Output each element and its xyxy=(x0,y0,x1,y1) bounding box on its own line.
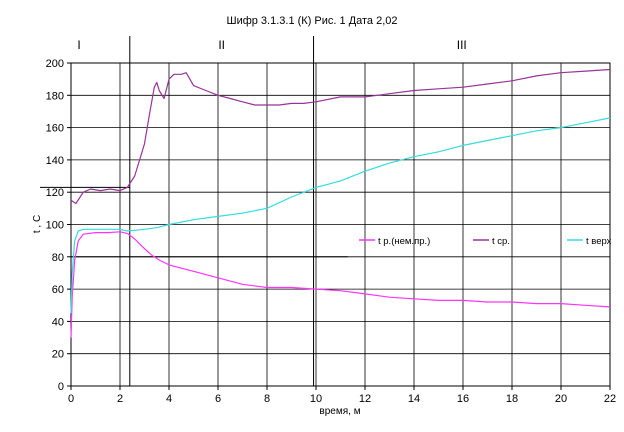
x-tick-label: 8 xyxy=(264,393,270,405)
legend-label: t р.(нем.пр.) xyxy=(378,236,430,247)
legend-label: t ср. xyxy=(492,236,510,247)
grid-lines xyxy=(71,63,610,386)
y-tick-label: 140 xyxy=(46,155,64,167)
y-tick-label: 160 xyxy=(46,123,64,135)
chart-title: Шифр 3.1.3.1 (К) Рис. 1 Дата 2,02 xyxy=(226,15,397,27)
reference-lines xyxy=(40,186,348,258)
zone-markers: I II III xyxy=(77,36,467,386)
zone-label: II xyxy=(218,38,225,52)
y-tick-label: 80 xyxy=(52,252,64,264)
zone-label: III xyxy=(457,38,467,52)
series-group xyxy=(70,68,611,338)
y-tick-label: 120 xyxy=(46,187,64,199)
y-tick-label: 60 xyxy=(52,284,64,296)
y-axis-ticks: 0 20 40 60 80 100 120 140 160 180 200 xyxy=(46,58,71,393)
y-tick-label: 180 xyxy=(46,90,64,102)
legend-label: t верх xyxy=(586,236,612,247)
x-tick-label: 4 xyxy=(166,393,172,405)
x-tick-label: 16 xyxy=(457,393,469,405)
x-tick-label: 18 xyxy=(506,393,518,405)
x-tick-label: 6 xyxy=(215,393,221,405)
series-line-0 xyxy=(70,231,611,338)
x-tick-label: 2 xyxy=(117,393,123,405)
y-axis-label: t , C xyxy=(32,215,43,233)
x-tick-label: 14 xyxy=(408,393,420,405)
x-tick-label: 0 xyxy=(68,393,74,405)
x-tick-label: 10 xyxy=(310,393,322,405)
x-tick-label: 12 xyxy=(359,393,371,405)
x-tick-label: 22 xyxy=(604,393,616,405)
x-axis-ticks: 0 2 4 6 8 10 12 14 16 18 20 22 xyxy=(68,386,616,405)
y-tick-label: 20 xyxy=(52,349,64,361)
zone-label: I xyxy=(77,38,80,52)
series-line-1 xyxy=(70,68,611,205)
x-tick-label: 20 xyxy=(555,393,567,405)
series-line-2 xyxy=(70,117,611,314)
y-tick-label: 0 xyxy=(58,381,64,393)
x-axis-label: время, м xyxy=(319,406,360,417)
chart-legend: t р.(нем.пр.) t ср. t верх xyxy=(359,236,612,247)
y-tick-label: 40 xyxy=(52,316,64,328)
y-tick-label: 100 xyxy=(46,220,64,232)
y-tick-label: 200 xyxy=(46,58,64,70)
